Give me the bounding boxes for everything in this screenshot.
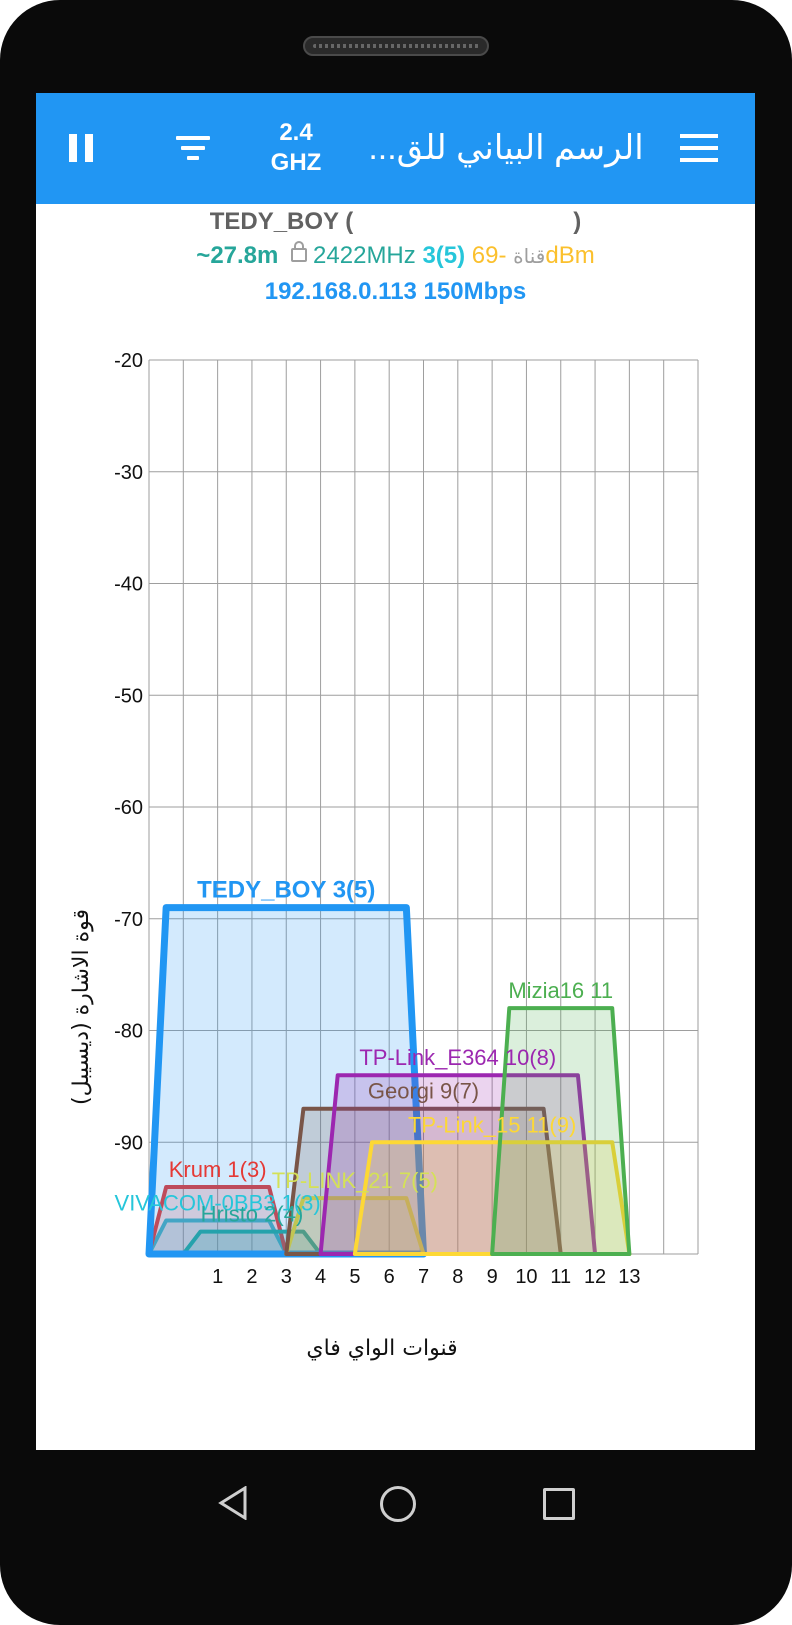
network-labels: VIVACOM-0BB3 1(3) Krum 1(3) Hristo 2(4) TED… <box>115 877 614 1227</box>
lock-icon <box>291 240 308 262</box>
home-button[interactable] <box>380 1486 416 1522</box>
network-label: TP-LINK_21 7(5) <box>272 1168 438 1193</box>
back-button[interactable] <box>218 1486 248 1520</box>
x-tick-label: 8 <box>452 1266 463 1288</box>
chart-grid <box>148 359 699 1255</box>
x-tick-label: 9 <box>487 1266 498 1288</box>
x-axis-label: قنوات الواي فاي <box>306 1336 457 1361</box>
x-tick-label: 3 <box>281 1266 292 1288</box>
network-label: Georgi 9(7) <box>368 1079 479 1104</box>
x-tick-label: 4 <box>315 1266 326 1288</box>
distance: ~27.8m <box>196 242 279 269</box>
network-curve <box>490 1006 632 1256</box>
network-label: VIVACOM-0BB3 1(3) <box>115 1190 321 1215</box>
y-tick-label: -50 <box>114 685 143 707</box>
channel-graph: -20-30-40-50-60-70-80-90 1 2 3 4 5 6 7 8 9 10 11 12… <box>69 350 699 1361</box>
channel-label: قناة <box>513 246 546 268</box>
y-axis-label: قوة الاشارة (ديسيبل) <box>69 909 94 1105</box>
network-label: Krum 1(3) <box>169 1157 267 1182</box>
y-tick-label: -20 <box>114 350 143 372</box>
x-tick-label: 10 <box>515 1266 537 1288</box>
x-tick-label: 7 <box>418 1266 429 1288</box>
recents-button[interactable] <box>543 1488 575 1520</box>
signal-strength: -69dBm <box>471 242 595 269</box>
network-series <box>145 904 632 1258</box>
band-value: 2.4 <box>279 119 313 146</box>
pause-button[interactable] <box>56 123 106 173</box>
page-title: الرسم البياني للق... <box>368 129 644 167</box>
y-tick-label: -90 <box>114 1132 143 1154</box>
connection-details-row: ~27.8m 2422MHz 3(5) قناة -69dBm <box>36 240 755 272</box>
app-bar: 2.4 GHZ الرسم البياني للق... <box>36 93 755 204</box>
y-tick-label: -30 <box>114 462 143 484</box>
x-tick-label: 6 <box>384 1266 395 1288</box>
connected-ssid-row: TEDY_BOY () <box>36 206 755 238</box>
paren-close: ) <box>573 208 582 235</box>
x-tick-labels: 1 2 3 4 5 6 7 8 9 10 11 12 13 <box>212 1266 640 1288</box>
x-tick-label: 1 <box>212 1266 223 1288</box>
x-tick-label: 11 <box>550 1266 571 1288</box>
pause-icon <box>69 134 77 162</box>
system-nav-bar <box>36 1450 755 1560</box>
network-label: TP-Link_15 11(9) <box>408 1112 576 1137</box>
channel: 3(5) <box>422 242 466 269</box>
app-screen: 2.4 GHZ الرسم البياني للق... TEDY_BOY ()… <box>36 93 755 1450</box>
ssid: TEDY_BOY <box>209 208 339 235</box>
x-tick-label: 13 <box>618 1266 640 1288</box>
filter-icon <box>176 136 210 140</box>
y-tick-label: -80 <box>114 1021 143 1043</box>
speaker-grille <box>303 36 489 56</box>
x-tick-label: 5 <box>349 1266 360 1288</box>
filter-button[interactable] <box>166 123 220 173</box>
y-tick-label: -40 <box>114 574 143 596</box>
band-toggle-button[interactable]: 2.4 GHZ <box>256 115 336 181</box>
ip-speed: 192.168.0.113 150Mbps <box>264 278 527 305</box>
y-tick-labels: -20 -30 -40 -50 -60 -70 -80 -90 <box>114 350 143 1154</box>
x-tick-label: 12 <box>584 1266 606 1288</box>
y-tick-label: -60 <box>114 797 143 819</box>
network-label: Hristo 2(4) <box>201 1202 304 1227</box>
menu-button[interactable] <box>672 123 726 173</box>
hamburger-icon <box>680 134 718 138</box>
redacted-mac <box>353 209 574 236</box>
network-label: TEDY_BOY 3(5) <box>197 877 375 904</box>
network-label: TP-Link_E364 10(8) <box>359 1045 556 1070</box>
y-tick-label: -70 <box>114 909 143 931</box>
network-label: Mizia16 11 <box>508 978 613 1003</box>
x-tick-label: 2 <box>246 1266 257 1288</box>
paren-open: ( <box>345 208 354 235</box>
band-unit: GHZ <box>270 149 322 176</box>
frequency: 2422MHz <box>313 242 416 269</box>
